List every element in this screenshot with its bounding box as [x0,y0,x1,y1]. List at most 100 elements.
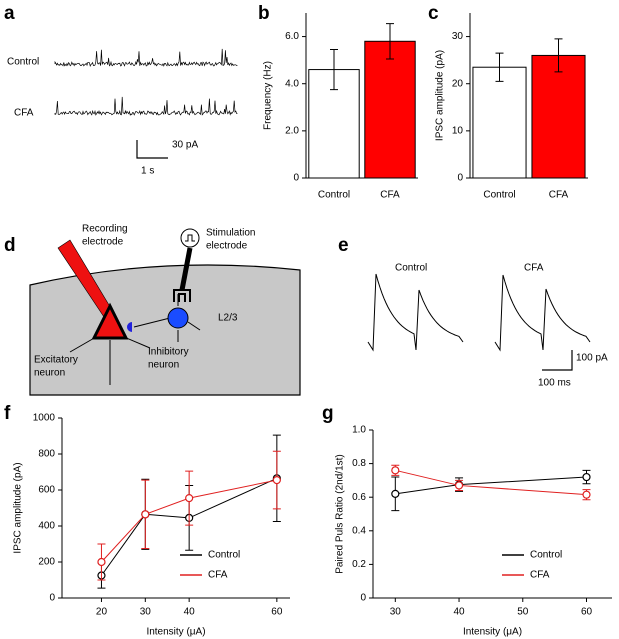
x-tick-label: 30 [140,607,152,618]
inhibitory-neuron [167,307,189,329]
diagram-label: neuron [148,360,179,371]
pulse-icon [185,234,195,242]
diagram-label: Recording [82,224,128,235]
point [97,557,106,567]
x-tick-label: 40 [453,607,465,618]
y-tick-label: 30 [452,31,464,42]
diagram-label: electrode [82,237,124,248]
point [391,466,400,475]
y-tick-label: 4.0 [285,78,299,89]
legend-label: CFA [530,570,550,581]
y-tick-label: 200 [38,557,55,568]
y-tick-label: 0 [360,593,366,604]
x-tick-label: 30 [390,607,402,618]
y-axis-label: Paired Puls Ratio (2nd/1st) [335,454,346,574]
y-axis-label: IPSC amplitude (pA) [435,50,446,141]
y-tick-label: 0 [457,173,463,184]
trace-label: CFA [14,108,34,119]
scale-bar [542,350,573,371]
series-line [101,479,277,563]
y-tick-label: 0 [49,593,55,604]
y-tick-label: 600 [38,485,55,496]
x-axis-label: Intensity (μA) [146,627,205,638]
y-tick-label: 0.2 [352,559,366,570]
scale-label: 30 pA [172,140,198,151]
diagram-label: electrode [206,241,248,252]
trace-label: Control [395,263,427,274]
series-line [395,476,587,495]
x-tick-label: 20 [96,607,108,618]
diagram-label: L2/3 [218,313,238,324]
x-tick-label: 60 [271,607,283,618]
x-axis-label: Intensity (μA) [463,627,522,638]
legend-label: CFA [208,570,228,581]
synapse [127,322,132,332]
x-tick-label: 40 [184,607,196,618]
legend-label: Control [530,550,562,561]
stimulator [180,228,200,248]
point [454,481,464,490]
point [272,476,281,485]
legend-label: Control [208,550,240,561]
diagram-label: Stimulation [206,228,255,239]
error-bar [554,38,563,73]
y-tick-label: 0.8 [352,458,366,469]
scale-bar [136,140,168,159]
ipsc-trace [367,273,464,352]
point [391,489,400,498]
bar [364,40,416,179]
current-trace [54,96,238,116]
electrode-tip [173,289,191,302]
error-bar [330,49,338,91]
point [582,472,591,482]
y-tick-label: 1.0 [352,425,366,436]
tissue-slice [29,264,301,396]
bar [472,66,527,179]
y-axis-label: IPSC amplitude (pA) [13,462,24,553]
point [141,510,150,519]
x-tick-label: Control [318,190,350,201]
scale-label: 1 s [141,166,154,177]
series-line [101,477,278,576]
panel-letter: b [258,3,270,24]
panel-letter: f [4,403,11,424]
y-tick-label: 10 [452,125,464,136]
y-axis-label: Frequency (Hz) [263,61,274,130]
y-tick-label: 800 [38,449,55,460]
axon [133,317,171,328]
y-tick-label: 400 [38,521,55,532]
point [185,494,194,503]
bar [531,54,586,179]
x-tick-label: CFA [549,190,569,201]
point [582,490,591,499]
trace-label: CFA [524,263,544,274]
y-tick-label: 0.4 [352,525,366,536]
x-tick-label: 60 [581,607,593,618]
y-tick-label: 6.0 [285,31,299,42]
excitatory-neuron [91,302,129,340]
y-tick-label: 2.0 [285,125,299,136]
y-tick-label: 0.6 [352,492,366,503]
dendrite [187,321,201,331]
x-tick-label: Control [483,190,515,201]
error-bar [495,52,504,82]
panel-letter: d [4,235,16,256]
stimulation-electrode [179,247,193,291]
diagram-label: Inhibitory [148,347,189,358]
y-tick-label: 0 [293,173,299,184]
y-tick-label: 1000 [33,413,56,424]
x-tick-label: CFA [380,190,400,201]
scale-label: 100 pA [576,353,608,364]
x-tick-label: 50 [517,607,529,618]
dendrite [123,336,151,349]
scale-label: 100 ms [538,378,571,389]
diagram-label: neuron [34,368,65,379]
panel-letter: e [338,235,349,256]
current-trace [54,48,238,67]
error-bar [386,23,394,60]
ipsc-trace [494,274,591,352]
diagram-label: Excitatory [34,355,78,366]
y-tick-label: 20 [452,78,464,89]
panel-letter: a [4,3,15,24]
